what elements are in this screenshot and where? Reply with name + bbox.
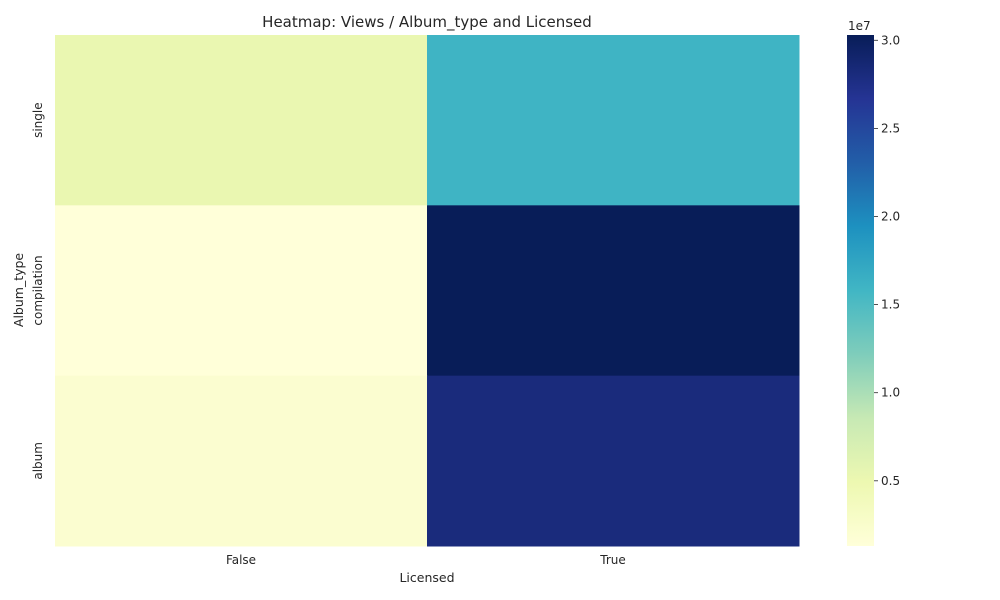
colorbar-tick-label: 0.5 [881, 474, 900, 488]
y-axis-label: Album_type [11, 253, 26, 328]
heatmap-cells [55, 35, 800, 547]
x-tick-labels: False True [226, 553, 626, 567]
x-axis-label: Licensed [399, 570, 454, 585]
heatmap-cell-compilation-False [55, 205, 428, 377]
colorbar-ticks: 0.5 1.0 1.5 2.0 2.5 3.0 [874, 33, 900, 488]
y-tick-label: single [31, 102, 45, 138]
heatmap-cell-single-False [55, 35, 428, 206]
heatmap-cell-compilation-True [427, 205, 800, 377]
x-tick-label: True [599, 553, 626, 567]
colorbar-tick-label: 1.0 [881, 386, 900, 400]
colorbar-tick-label: 2.5 [881, 121, 900, 135]
colorbar [847, 35, 874, 546]
heatmap-cell-single-True [427, 35, 800, 206]
heatmap-cell-album-True [427, 375, 800, 547]
chart-title: Heatmap: Views / Album_type and Licensed [262, 13, 592, 32]
y-tick-label: album [31, 442, 45, 480]
x-tick-label: False [226, 553, 256, 567]
heatmap-cell-album-False [55, 375, 428, 547]
colorbar-tick-label: 1.5 [881, 298, 900, 312]
y-tick-label: compilation [31, 255, 45, 325]
colorbar-tick-label: 3.0 [881, 33, 900, 47]
y-tick-labels: single compilation album [31, 102, 45, 479]
colorbar-tick-label: 2.0 [881, 209, 900, 223]
colorbar-offset-label: 1e7 [848, 19, 871, 33]
